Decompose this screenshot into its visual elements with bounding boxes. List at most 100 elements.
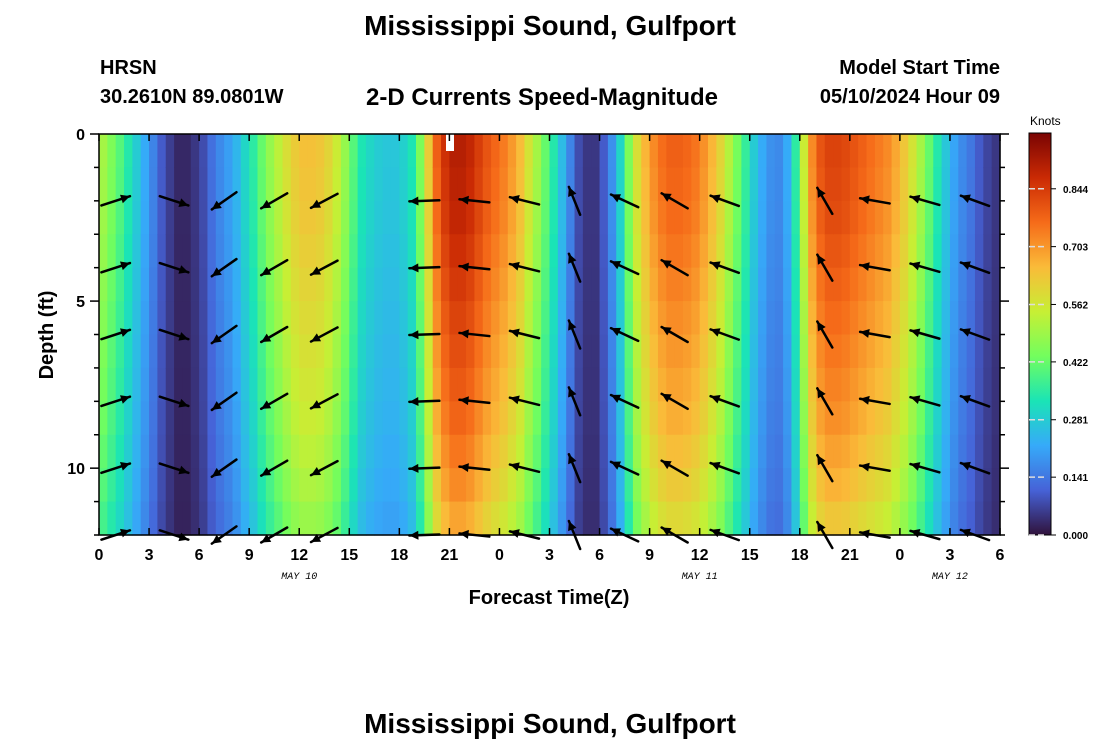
heatmap-cell (365, 134, 375, 169)
heatmap-cell (649, 501, 659, 536)
x-tick-label: 6 (195, 547, 204, 564)
heatmap-cell (424, 401, 434, 436)
heatmap-cell (691, 167, 701, 202)
heatmap-cell (307, 200, 317, 235)
heatmap-cell (365, 234, 375, 269)
heatmap-cell (607, 167, 617, 202)
heatmap-cell (607, 267, 617, 302)
heatmap-cell (899, 234, 909, 269)
heatmap-cell (215, 234, 225, 269)
heatmap-cell (290, 401, 300, 436)
heatmap-cell (733, 367, 742, 402)
heatmap-cell (157, 468, 167, 503)
heatmap-cell (941, 468, 951, 503)
heatmap-cell (699, 134, 709, 169)
heatmap-cell (424, 367, 434, 402)
heatmap-cell (190, 234, 200, 269)
heatmap-cell (783, 334, 793, 369)
heatmap-cell (791, 401, 801, 436)
heatmap-cell (974, 134, 984, 169)
heatmap-cell (407, 134, 417, 169)
heatmap-cell (599, 134, 609, 169)
heatmap-cell (324, 367, 334, 402)
heatmap-cell (399, 301, 409, 336)
heatmap-cell (883, 267, 893, 302)
colorbar (1028, 132, 1052, 536)
heatmap-cell (240, 200, 250, 235)
heatmap-cell (733, 401, 742, 436)
heatmap-cell (991, 334, 1001, 369)
heatmap-cell (632, 468, 642, 503)
heatmap-cell (449, 267, 459, 302)
heatmap-cell (974, 334, 984, 369)
heatmap-cell (924, 234, 934, 269)
heatmap-cell (549, 401, 559, 436)
heatmap-cell (824, 468, 834, 503)
heatmap-cell (691, 401, 701, 436)
current-arrow (660, 459, 689, 477)
heatmap-cell (457, 468, 467, 503)
heatmap-cell (190, 367, 200, 402)
heatmap-cell (691, 334, 701, 369)
heatmap-cell (349, 167, 359, 202)
heatmap-cell (933, 367, 943, 402)
heatmap-cell (140, 501, 150, 536)
heatmap-cell (224, 434, 234, 469)
heatmap-cell (416, 434, 425, 469)
heatmap-cell (407, 200, 417, 235)
heatmap-cell (474, 334, 484, 369)
heatmap-cell (591, 134, 601, 169)
current-arrow (458, 262, 491, 272)
heatmap-cell (908, 501, 918, 536)
heatmap-cell (416, 367, 425, 402)
heatmap-cell (524, 334, 534, 369)
heatmap-cell (524, 267, 534, 302)
heatmap-cell (532, 167, 542, 202)
heatmap-cell (124, 434, 133, 469)
heatmap-cell (941, 134, 951, 169)
heatmap-cell (858, 200, 868, 235)
heatmap-cell (549, 267, 559, 302)
heatmap-cell (808, 367, 818, 402)
current-arrow (609, 260, 640, 276)
heatmap-cell (182, 200, 192, 235)
current-arrow (567, 453, 582, 484)
heatmap-cell (958, 200, 968, 235)
model-start-value: 05/10/2024 Hour 09 (819, 86, 1000, 108)
heatmap-cell (666, 134, 676, 169)
heatmap-cell (457, 501, 467, 536)
heatmap-cell (649, 134, 659, 169)
heatmap-cell (449, 434, 459, 469)
heatmap-cell (290, 301, 300, 336)
heatmap-cell (833, 200, 843, 235)
heatmap-cell (983, 301, 993, 336)
heatmap-cell (365, 401, 375, 436)
heatmap-cell (541, 401, 551, 436)
heatmap-cell (891, 234, 901, 269)
heatmap-cell (149, 501, 158, 536)
heatmap-cell (949, 367, 959, 402)
current-arrow (259, 392, 289, 411)
current-arrow (508, 328, 541, 340)
heatmap-cell (566, 134, 576, 169)
heatmap-cell (991, 200, 1001, 235)
heatmap-cell (607, 334, 617, 369)
station-id: HRSN (100, 57, 157, 79)
heatmap-cell (157, 267, 167, 302)
heatmap-cell (207, 267, 217, 302)
heatmap-cell (207, 167, 217, 202)
heatmap-cell (983, 267, 993, 302)
heatmap-cell (599, 167, 609, 202)
heatmap-cell (883, 468, 893, 503)
heatmap-cell (991, 234, 1001, 269)
heatmap-cell (190, 167, 200, 202)
heatmap-cell (566, 401, 576, 436)
heatmap-cell (190, 468, 200, 503)
heatmap-cell (299, 267, 309, 302)
heatmap-cell (607, 301, 617, 336)
heatmap-cell (574, 200, 584, 235)
heatmap-cell (332, 434, 342, 469)
heatmap-cell (265, 234, 275, 269)
heatmap-cell (282, 401, 292, 436)
heatmap-cell (866, 234, 876, 269)
